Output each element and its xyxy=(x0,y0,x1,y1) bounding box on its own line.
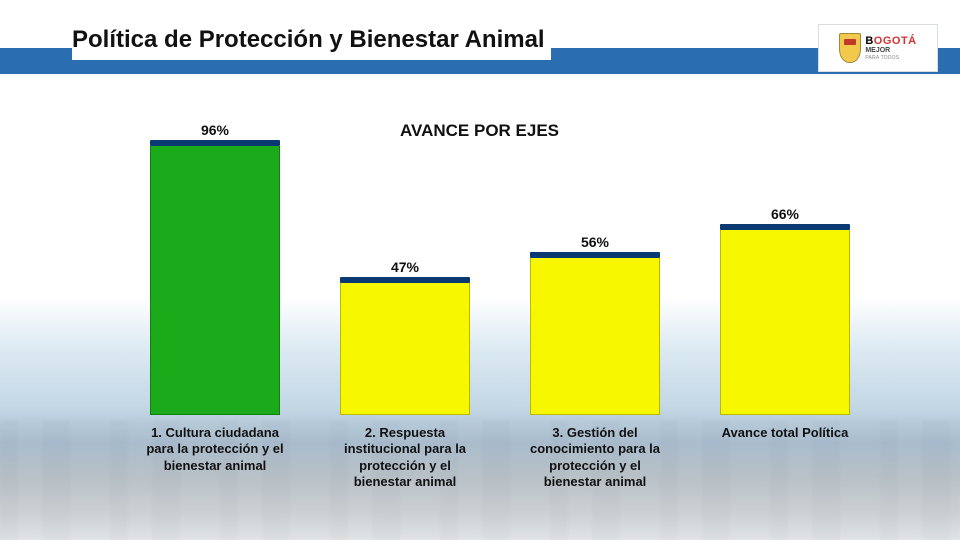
logo-line3: PARA TODOS xyxy=(865,56,916,61)
axis-label: 1. Cultura ciudadana para la protección … xyxy=(140,425,290,490)
bar-body xyxy=(530,258,660,415)
bar-chart: AVANCE POR EJES 96%47%56%66% xyxy=(140,115,860,415)
logo-line2: MEJOR xyxy=(865,47,916,54)
bar-value-label: 56% xyxy=(581,234,609,250)
bar-slot: 56% xyxy=(520,115,670,415)
logo-text: BOGOTÁ MEJOR PARA TODOS xyxy=(865,36,916,61)
axis-label: Avance total Política xyxy=(710,425,860,490)
shield-icon xyxy=(839,33,861,63)
axis-label: 2. Respuesta institucional para la prote… xyxy=(330,425,480,490)
bar-slot: 96% xyxy=(140,115,290,415)
bar-slot: 66% xyxy=(710,115,860,415)
bar-group: 96% 47% 56% 66% xyxy=(140,115,860,415)
bar-value-label: 47% xyxy=(391,259,419,275)
logo-line1-accent: OGOTÁ xyxy=(874,35,917,47)
bar-slot: 47% xyxy=(330,115,480,415)
logo-line1-prefix: B xyxy=(865,35,873,47)
bar-value-label: 66% xyxy=(771,206,799,222)
bar-body xyxy=(720,230,850,415)
bar-value-label: 96% xyxy=(201,122,229,138)
logo-bogota: BOGOTÁ MEJOR PARA TODOS xyxy=(818,24,938,72)
axis-labels: 1. Cultura ciudadana para la protección … xyxy=(140,425,860,490)
page-title: Política de Protección y Bienestar Anima… xyxy=(72,24,551,60)
bar-body xyxy=(340,283,470,415)
bar-body xyxy=(150,146,280,415)
axis-label: 3. Gestión del conocimiento para la prot… xyxy=(520,425,670,490)
